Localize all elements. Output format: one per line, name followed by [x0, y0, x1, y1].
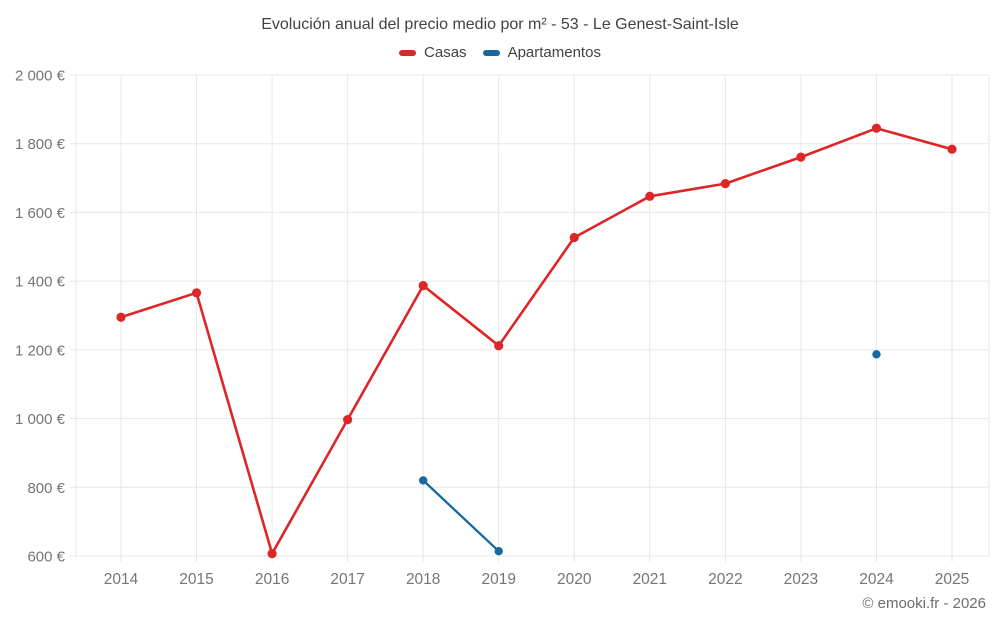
y-tick-label: 1 600 € — [15, 205, 66, 222]
x-tick-label: 2018 — [406, 571, 440, 588]
casas-point-2021[interactable] — [645, 191, 655, 201]
x-tick-label: 2015 — [179, 571, 213, 588]
plot-border — [75, 74, 990, 557]
y-tick-label: 600 € — [27, 549, 65, 566]
casas-point-2015[interactable] — [191, 288, 202, 298]
attribution: © emooki.fr - 2026 — [862, 595, 986, 612]
x-tick-label: 2021 — [633, 571, 667, 588]
casas-point-2023[interactable] — [796, 152, 806, 162]
x-tick-label: 2017 — [330, 571, 364, 588]
apartamentos-legend-label: Apartamentos — [507, 44, 601, 61]
x-tick-label: 2022 — [708, 571, 742, 588]
casas-point-2022[interactable] — [720, 178, 730, 189]
x-tick-label: 2019 — [481, 571, 515, 588]
x-tick-label: 2024 — [859, 571, 894, 588]
casas-point-2025[interactable] — [947, 144, 957, 154]
x-tick-label: 2014 — [104, 571, 139, 588]
casas-legend-swatch-icon — [399, 49, 417, 56]
y-tick-label: 1 400 € — [15, 274, 66, 291]
casas-line — [119, 127, 954, 555]
x-tick-label: 2016 — [255, 571, 289, 588]
chart-title: Evolución anual del precio medio por m² … — [261, 16, 739, 33]
casas-point-2024[interactable] — [871, 123, 882, 133]
casas-point-2018[interactable] — [418, 281, 428, 291]
y-tick-label: 800 € — [27, 480, 65, 497]
apartamentos-point-2024[interactable] — [872, 350, 881, 359]
casas-point-2020[interactable] — [569, 232, 579, 243]
apartamentos-point-2018[interactable] — [418, 476, 428, 485]
legend-item-casas[interactable]: Casas — [399, 44, 467, 61]
x-tick-label: 2020 — [557, 571, 592, 588]
casas-point-2016[interactable] — [267, 548, 277, 559]
apartamentos-point-2019[interactable] — [494, 546, 503, 556]
casas-point-2017[interactable] — [343, 415, 353, 425]
y-tick-label: 1 200 € — [15, 342, 66, 359]
casas-point-2019[interactable] — [494, 341, 504, 351]
x-tick-label: 2023 — [784, 571, 818, 588]
legend-item-apartamentos[interactable]: Apartamentos — [482, 44, 601, 61]
apartamentos-legend-swatch-icon — [482, 49, 500, 56]
x-tick-label: 2025 — [935, 571, 969, 588]
y-tick-label: 2 000 € — [15, 68, 66, 85]
casas-legend-label: Casas — [424, 44, 467, 61]
y-tick-label: 1 000 € — [15, 411, 66, 428]
y-tick-label: 1 800 € — [15, 136, 66, 153]
casas-point-2014[interactable] — [116, 312, 126, 322]
legend: Casas Apartamentos — [0, 44, 1000, 61]
